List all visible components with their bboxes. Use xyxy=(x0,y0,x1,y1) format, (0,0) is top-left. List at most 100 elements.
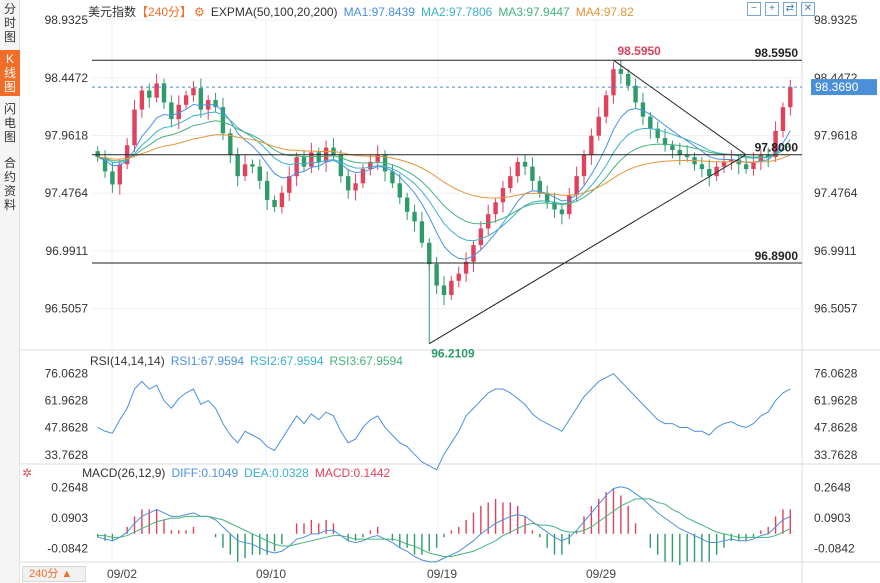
candle-down xyxy=(346,176,351,191)
candle-down xyxy=(633,85,638,103)
triangle-pattern: 98.5950 96.2109 xyxy=(429,44,747,361)
candle-down xyxy=(707,169,712,177)
swap-icon[interactable]: ⇄ xyxy=(783,2,797,16)
tab-contract-info[interactable]: 合 约 资 料 xyxy=(3,156,16,212)
candle-up xyxy=(508,176,513,189)
candle-down xyxy=(419,221,425,243)
close-icon[interactable]: ✕ xyxy=(801,2,815,16)
candle-down xyxy=(655,128,660,139)
candle-down xyxy=(220,107,226,134)
rsi-axis-label-right: 47.8628 xyxy=(814,421,858,435)
x-label-0902: 09/02 xyxy=(107,567,138,581)
grid-lines xyxy=(20,0,880,583)
high-annotation: 98.5950 xyxy=(617,44,661,58)
triangle-lower-line xyxy=(429,154,747,345)
candle-up xyxy=(375,154,380,162)
rsi-lines xyxy=(97,373,791,471)
candle-up xyxy=(154,83,159,98)
macd-axis-label-left: 0.0903 xyxy=(51,511,88,525)
candle-up xyxy=(780,107,786,131)
candle-up xyxy=(729,159,734,162)
dea-line xyxy=(97,498,791,558)
candle-up xyxy=(309,152,314,167)
candle-up xyxy=(471,245,476,262)
low-annotation: 96.2109 xyxy=(431,347,475,361)
candle-up xyxy=(279,192,285,208)
candle-up xyxy=(176,104,181,120)
diff-value: DIFF:0.1049 xyxy=(171,466,239,480)
candle-up xyxy=(463,261,469,274)
crosshair-icon[interactable]: ✲ xyxy=(22,466,33,480)
candle-down xyxy=(559,209,565,215)
price-axis-label-left: 98.9325 xyxy=(45,13,89,27)
candle-down xyxy=(626,73,631,86)
candle-up xyxy=(515,161,520,177)
candle-down xyxy=(670,145,675,150)
candle-down xyxy=(110,171,115,185)
ma3-value: MA3:97.9447 xyxy=(498,5,570,19)
macd-series xyxy=(96,486,792,566)
candle-up xyxy=(581,154,587,177)
candle-up xyxy=(449,280,454,296)
macd-axis-label-right: -0.0842 xyxy=(814,542,855,556)
candle-down xyxy=(441,285,447,296)
candle-down xyxy=(301,157,307,167)
candle-up xyxy=(611,69,616,96)
candle-up xyxy=(242,164,248,177)
zoom-in-button[interactable]: + xyxy=(765,2,779,16)
resistance-label: 98.5950 xyxy=(755,46,799,60)
candle-down xyxy=(250,164,255,167)
candle-down xyxy=(677,149,682,155)
candle-down xyxy=(390,171,395,184)
candle-up xyxy=(353,183,358,191)
rsi-axis-label-right: 61.9628 xyxy=(814,394,858,408)
price-axis-label-right: 96.9911 xyxy=(814,244,857,258)
candle-down xyxy=(662,138,668,146)
price-axis-label-right: 97.9618 xyxy=(814,129,858,143)
candle-down xyxy=(235,154,240,177)
candle-down xyxy=(264,180,270,200)
period-label: 【240分】 xyxy=(136,5,193,19)
candle-down xyxy=(743,164,749,170)
macd-name: MACD(26,12,9) xyxy=(82,466,166,480)
candle-up xyxy=(493,202,498,215)
candle-up xyxy=(191,88,196,96)
period-selector-button[interactable]: 240分 ▲ xyxy=(22,566,86,582)
candle-up xyxy=(117,164,122,185)
candle-down xyxy=(427,242,432,265)
ma4-line xyxy=(97,134,791,199)
candle-down xyxy=(397,183,402,198)
candle-down xyxy=(412,211,417,222)
candle-up xyxy=(183,95,189,105)
chart-area[interactable]: 98.5950 97.8000 96.8900 98.5950 96.2109 98.… xyxy=(20,0,880,583)
rsi1-value: RSI1:67.9594 xyxy=(170,354,245,368)
ma1-line xyxy=(97,103,791,260)
x-label-0919: 09/19 xyxy=(427,567,458,581)
pivot-label: 97.8000 xyxy=(755,141,799,155)
ma2-line xyxy=(97,111,791,242)
rsi-axis-label-left: 61.9628 xyxy=(45,394,89,408)
ma3-line xyxy=(97,120,791,225)
macd-axis-label-left: 0.2648 xyxy=(51,481,88,495)
candle-up xyxy=(574,176,579,196)
zoom-out-button[interactable]: − xyxy=(747,2,761,16)
candle-down xyxy=(404,197,410,212)
horizontal-levels: 98.5950 97.8000 96.8900 xyxy=(92,46,802,264)
candle-down xyxy=(161,83,167,103)
tab-flash-chart[interactable]: 闪 电 图 xyxy=(3,102,16,144)
candle-down xyxy=(684,154,690,158)
rsi3-value: RSI3:67.9594 xyxy=(329,354,403,368)
x-label-0910: 09/10 xyxy=(256,567,287,581)
sidebar: 分 时 图 K 线 图 闪 电 图 合 约 资 料 xyxy=(0,0,20,583)
candle-down xyxy=(544,192,550,203)
rsi-axis-label-left: 47.8628 xyxy=(45,421,89,435)
triangle-upper-line xyxy=(613,59,747,156)
price-axis-label-left: 98.4472 xyxy=(45,71,89,85)
tab-kline-chart[interactable]: K 线 图 xyxy=(0,50,20,96)
tab-timeshare-chart[interactable]: 分 时 图 xyxy=(3,2,16,44)
candle-down xyxy=(522,161,528,167)
candle-down xyxy=(338,154,344,177)
candle-down xyxy=(530,166,535,181)
settings-icon[interactable]: ⚙ xyxy=(194,5,205,19)
